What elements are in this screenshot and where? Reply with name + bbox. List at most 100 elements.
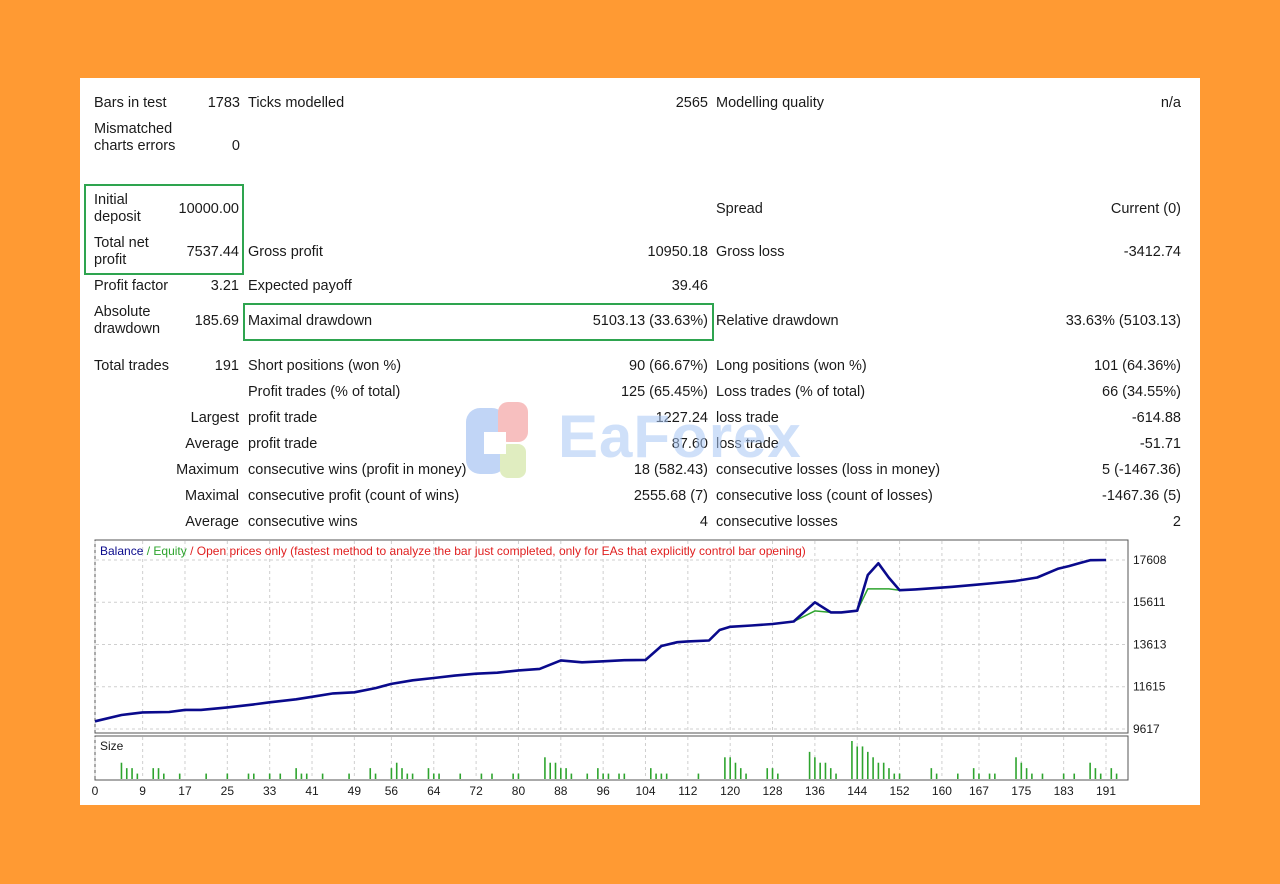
legend-mode: Open prices only (fastest method to anal… (197, 544, 806, 558)
bars-in-test-value: 1783 (207, 95, 240, 111)
mismatched-label: Mismatched charts errors (94, 121, 176, 154)
x-tick-label: 144 (847, 784, 867, 798)
maximal-drawdown-label: Maximal drawdown (248, 313, 373, 329)
x-tick-label: 0 (92, 784, 99, 798)
chart-legend: Balance / Equity / Open prices only (fas… (100, 544, 806, 558)
maximal-drawdown-highlight-box (243, 303, 714, 341)
x-tick-label: 56 (385, 784, 399, 798)
expected-payoff-label: Expected payoff (248, 278, 352, 294)
x-tick-label: 96 (596, 784, 610, 798)
largest-prefix: Largest (190, 410, 239, 426)
short-positions-label: Short positions (won %) (248, 358, 402, 374)
long-positions-value: 101 (64.36%) (1093, 358, 1181, 374)
loss-trades-label: Loss trades (% of total) (716, 384, 866, 400)
gross-profit-value: 10950.18 (647, 244, 708, 260)
x-tick-label: 160 (932, 784, 952, 798)
report-panel: Bars in test 1783 Ticks modelled 2565 Mo… (80, 78, 1200, 805)
maximal-loss-value: -1467.36 (5) (1102, 488, 1181, 504)
average-consecutive-wins-label: consecutive wins (248, 514, 358, 530)
modelling-quality-label: Modelling quality (716, 95, 825, 111)
expected-payoff-value: 39.46 (671, 278, 708, 294)
x-tick-label: 152 (890, 784, 910, 798)
main-chart-frame (94, 539, 1129, 734)
maximum-loss-value: 5 (-1467.36) (1102, 462, 1181, 478)
legend-balance: Balance (100, 544, 144, 558)
largest-loss-label: loss trade (716, 410, 779, 426)
modelling-quality-value: n/a (1160, 95, 1181, 111)
average-profit-label: profit trade (248, 436, 318, 452)
y-tick-label: 13613 (1133, 637, 1167, 651)
gross-loss-value: -3412.74 (1123, 244, 1181, 260)
ticks-modelled-label: Ticks modelled (248, 95, 345, 111)
size-chart-frame (94, 735, 1129, 781)
x-tick-label: 64 (427, 784, 441, 798)
x-tick-label: 88 (554, 784, 568, 798)
relative-drawdown-label: Relative drawdown (716, 313, 839, 329)
x-tick-label: 104 (635, 784, 655, 798)
loss-trades-value: 66 (34.55%) (1102, 384, 1181, 400)
average-profit-value: 87.60 (671, 436, 708, 452)
x-tick-label: 191 (1096, 784, 1116, 798)
x-tick-label: 25 (221, 784, 235, 798)
x-tick-label: 136 (805, 784, 825, 798)
y-tick-label: 9617 (1133, 722, 1160, 736)
x-tick-label: 33 (263, 784, 277, 798)
eaforex-logo-icon (466, 402, 528, 478)
average-consecutive-wins-value: 4 (699, 514, 708, 530)
x-tick-label: 112 (678, 784, 697, 798)
largest-loss-value: -614.88 (1131, 410, 1181, 426)
maximum-profit-label: consecutive wins (profit in money) (248, 462, 467, 478)
initial-deposit-label: Initial deposit (94, 192, 141, 225)
maximal-drawdown-value: 5103.13 (33.63%) (592, 313, 708, 329)
x-tick-label: 183 (1054, 784, 1074, 798)
absolute-drawdown-value: 185.69 (194, 313, 239, 329)
size-chart-title: Size (100, 739, 124, 753)
average-loss-value: -51.71 (1139, 436, 1181, 452)
x-tick-label: 175 (1011, 784, 1031, 798)
legend-equity: Equity (153, 544, 186, 558)
profit-factor-value: 3.21 (210, 278, 239, 294)
y-tick-label: 15611 (1133, 595, 1166, 609)
largest-profit-label: profit trade (248, 410, 318, 426)
relative-drawdown-value: 33.63% (5103.13) (1065, 313, 1181, 329)
gross-loss-label: Gross loss (716, 244, 785, 260)
maximal-profit-value: 2555.68 (7) (633, 488, 708, 504)
long-positions-label: Long positions (won %) (716, 358, 867, 374)
y-tick-label: 17608 (1133, 553, 1167, 567)
total-net-profit-label: Total net profit (94, 235, 149, 268)
maximum-loss-label: consecutive losses (loss in money) (716, 462, 941, 478)
x-tick-label: 80 (512, 784, 526, 798)
ticks-modelled-value: 2565 (675, 95, 708, 111)
x-tick-label: 72 (469, 784, 483, 798)
profit-factor-label: Profit factor (94, 278, 169, 294)
profit-trades-value: 125 (65.45%) (620, 384, 708, 400)
total-trades-value: 191 (214, 358, 239, 374)
legend-sep-2: / (187, 544, 197, 558)
average-consecutive-losses-value: 2 (1172, 514, 1181, 530)
average-consecutive-losses-label: consecutive losses (716, 514, 838, 530)
total-net-profit-value: 7537.44 (186, 244, 239, 260)
x-tick-label: 128 (763, 784, 783, 798)
x-tick-label: 9 (139, 784, 146, 798)
largest-profit-value: 1227.24 (655, 410, 708, 426)
average-consecutive-prefix: Average (185, 514, 239, 530)
maximal-prefix: Maximal (185, 488, 239, 504)
chart-area: 17608 15611 13613 11615 9617 Balance / Equit… (80, 538, 1200, 805)
x-tick-label: 17 (178, 784, 192, 798)
bars-in-test-label: Bars in test (94, 95, 167, 111)
mismatched-value: 0 (231, 138, 240, 154)
maximal-loss-label: consecutive loss (count of losses) (716, 488, 933, 504)
deposit-profit-highlight-box (84, 184, 244, 275)
maximum-prefix: Maximum (176, 462, 239, 478)
maximal-profit-label: consecutive profit (count of wins) (248, 488, 460, 504)
profit-trades-label: Profit trades (% of total) (248, 384, 401, 400)
absolute-drawdown-label: Absolute drawdown (94, 304, 161, 337)
x-tick-label: 167 (969, 784, 989, 798)
balance-line (94, 558, 1107, 723)
y-tick-label: 11615 (1133, 680, 1166, 694)
x-tick-label: 120 (720, 784, 740, 798)
spread-value: Current (0) (1110, 201, 1181, 217)
gross-profit-label: Gross profit (248, 244, 323, 260)
x-tick-label: 49 (348, 784, 362, 798)
